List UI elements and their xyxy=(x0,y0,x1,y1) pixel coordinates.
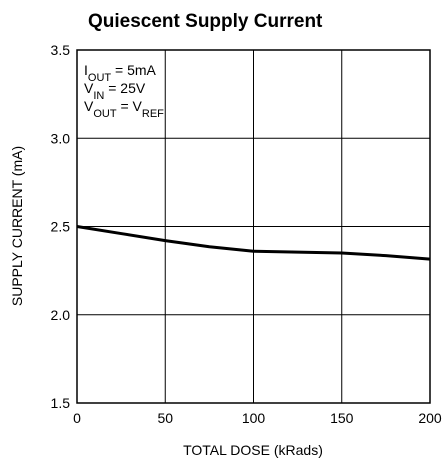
chart-title: Quiescent Supply Current xyxy=(88,11,323,32)
annotation: VOUT = VREF xyxy=(84,98,164,120)
annotation-subscript: OUT xyxy=(88,72,112,84)
annotation: IOUT = 5mA xyxy=(84,62,157,84)
x-tick-label: 150 xyxy=(330,410,354,426)
annotation-text: V xyxy=(84,98,94,114)
data-line xyxy=(76,225,431,261)
y-tick-label: 3.5 xyxy=(51,42,71,58)
y-tick-label: 3.0 xyxy=(51,130,71,146)
annotation-subscript: REF xyxy=(142,108,164,120)
y-tick-label: 1.5 xyxy=(51,395,71,411)
annotation-subscript: IN xyxy=(93,90,104,102)
annotation: VIN = 25V xyxy=(84,80,146,102)
annotation-text: = V xyxy=(117,98,143,114)
y-tick-label: 2.5 xyxy=(51,219,71,235)
y-axis-label: SUPPLY CURRENT (mA) xyxy=(9,146,25,306)
x-tick-label: 200 xyxy=(418,410,442,426)
x-tick-label: 50 xyxy=(157,410,173,426)
x-tick-label: 0 xyxy=(73,410,81,426)
x-axis-label: TOTAL DOSE (kRads) xyxy=(183,442,323,458)
annotation-text: V xyxy=(84,80,94,96)
annotation-text: = 25V xyxy=(104,80,146,96)
x-tick-label: 100 xyxy=(242,410,266,426)
annotation-subscript: OUT xyxy=(93,108,117,120)
annotation-text: = 5mA xyxy=(111,62,156,78)
y-tick-label: 2.0 xyxy=(51,307,71,323)
annotation-text: I xyxy=(84,62,88,78)
